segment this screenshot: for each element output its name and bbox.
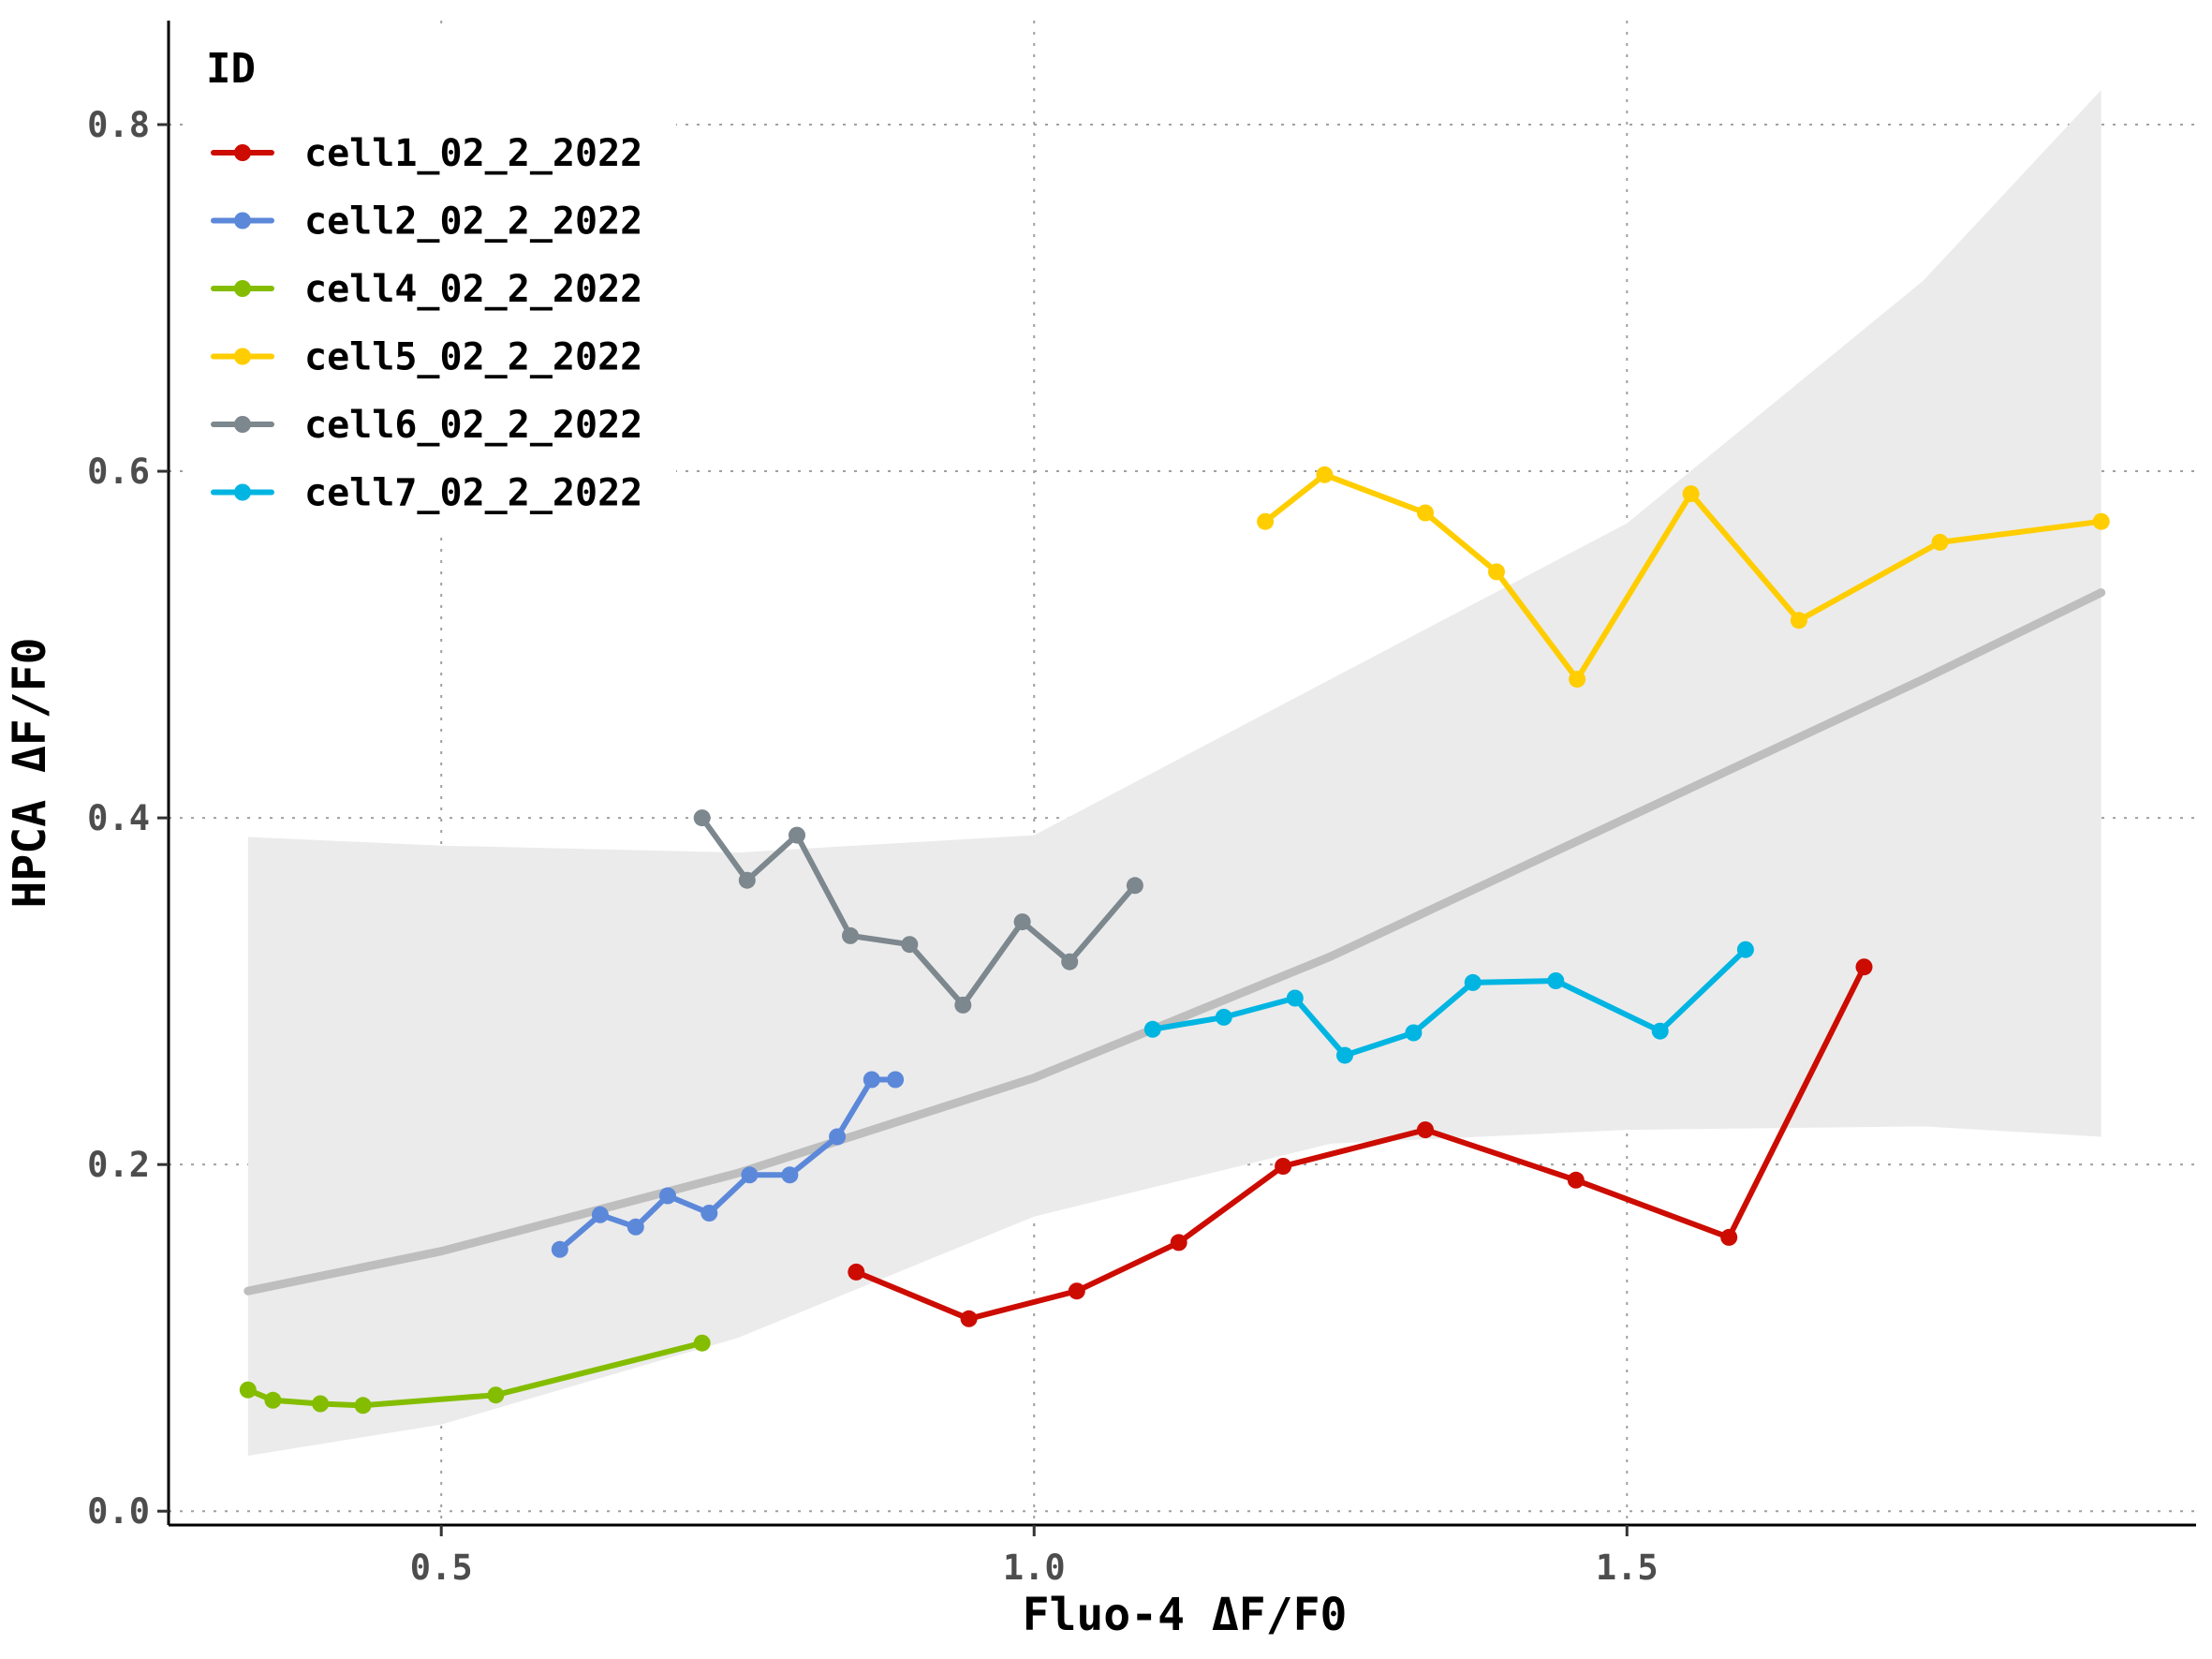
data-point	[1855, 958, 1873, 976]
y-tick-label: 0.0	[87, 1491, 150, 1532]
x-tick-label: 1.0	[1003, 1548, 1066, 1588]
data-point	[1417, 1121, 1434, 1139]
data-point	[1061, 953, 1079, 970]
y-axis-title: HPCA ΔF/F0	[4, 638, 56, 909]
axes	[157, 21, 2196, 1536]
data-point	[842, 926, 859, 944]
legend-key-point	[234, 483, 251, 501]
data-point	[954, 996, 972, 1014]
data-point	[551, 1240, 568, 1258]
data-point	[1569, 671, 1586, 689]
series-layer	[239, 466, 2110, 1415]
data-point	[1126, 877, 1143, 895]
x-axis-title: Fluo-4 ΔF/F0	[1023, 1589, 1348, 1641]
data-point	[789, 826, 805, 844]
data-point	[1488, 563, 1505, 581]
data-point	[700, 1205, 718, 1222]
legend-item: cell4_02_2_2022	[211, 268, 642, 311]
data-point	[1170, 1234, 1187, 1252]
data-point	[591, 1206, 609, 1223]
series-cell5_02_2_2022	[1257, 466, 2110, 689]
legend-item: cell6_02_2_2022	[211, 404, 642, 447]
data-point	[627, 1218, 644, 1236]
data-point	[848, 1263, 865, 1281]
legend-key-point	[234, 280, 251, 297]
legend-key-point	[234, 144, 251, 161]
y-tick-label: 0.6	[87, 452, 150, 492]
data-point	[659, 1187, 676, 1205]
data-point	[741, 1166, 759, 1184]
legend-label: cell7_02_2_2022	[304, 472, 642, 515]
confidence-band	[247, 90, 2101, 1456]
data-point	[354, 1397, 372, 1415]
fit-curve	[243, 588, 2106, 1296]
data-point	[901, 936, 919, 954]
tick-labels: 0.5 1.0 1.5 0.0 0.2 0.4 0.6 0.8	[87, 105, 1659, 1588]
data-point	[1720, 1228, 1738, 1246]
data-point	[1336, 1046, 1353, 1064]
legend-label: cell5_02_2_2022	[304, 336, 642, 379]
legend-label: cell1_02_2_2022	[304, 132, 642, 175]
legend-label: cell2_02_2_2022	[304, 200, 642, 244]
legend-item: cell5_02_2_2022	[211, 336, 642, 379]
x-tick-label: 1.5	[1596, 1548, 1659, 1588]
data-point	[1931, 533, 1949, 551]
confidence-band-area	[247, 90, 2101, 1456]
x-tick-label: 0.5	[410, 1548, 473, 1588]
series-cell6_02_2_2022	[693, 809, 1143, 1014]
legend-label: cell4_02_2_2022	[304, 268, 642, 311]
legend-key-point	[234, 416, 251, 433]
data-point	[1068, 1282, 1085, 1300]
series-cell1_02_2_2022	[848, 958, 1873, 1327]
legend-item: cell1_02_2_2022	[211, 132, 642, 175]
data-point	[693, 1334, 711, 1352]
data-point	[2092, 512, 2110, 530]
series-cell2_02_2_2022	[551, 1071, 905, 1258]
series-cell7_02_2_2022	[1143, 941, 1754, 1064]
y-tick-label: 0.2	[87, 1145, 150, 1185]
fit-line	[243, 588, 2106, 1296]
data-point	[781, 1166, 799, 1184]
data-point	[239, 1381, 257, 1399]
data-point	[1257, 512, 1275, 530]
data-point	[887, 1071, 905, 1089]
data-point	[1567, 1171, 1585, 1189]
data-point	[1316, 466, 1334, 483]
legend-key-point	[234, 212, 251, 230]
data-point	[264, 1391, 282, 1409]
legend: cell1_02_2_2022 cell2_02_2_2022 cell4_02_2…	[211, 132, 642, 515]
data-point	[487, 1386, 505, 1404]
data-point	[1417, 504, 1434, 522]
data-point	[1651, 1022, 1669, 1040]
series-line-1	[556, 1076, 899, 1252]
data-point	[1682, 485, 1700, 503]
legend-background	[189, 28, 676, 529]
data-point	[1286, 989, 1304, 1007]
data-point	[1275, 1158, 1292, 1175]
legend-item: cell7_02_2_2022	[211, 472, 642, 515]
data-point	[1736, 941, 1754, 958]
data-point	[829, 1128, 847, 1146]
legend-key-point	[234, 348, 251, 365]
data-point	[1790, 612, 1807, 630]
data-point	[1405, 1024, 1423, 1042]
legend-label: cell6_02_2_2022	[304, 404, 642, 447]
legend-item: cell2_02_2_2022	[211, 200, 642, 244]
data-point	[960, 1310, 978, 1327]
data-point	[1013, 913, 1031, 931]
series-cell4_02_2_2022	[239, 1334, 711, 1415]
data-point	[1464, 973, 1482, 991]
data-point	[312, 1395, 330, 1413]
data-point	[738, 871, 756, 889]
data-point	[863, 1071, 880, 1089]
data-point	[1143, 1020, 1161, 1038]
data-point	[693, 809, 711, 827]
y-tick-label: 0.4	[87, 798, 150, 838]
data-point	[1547, 972, 1565, 989]
legend-title: ID	[206, 45, 256, 93]
y-tick-label: 0.8	[87, 105, 150, 145]
data-point	[1215, 1008, 1232, 1026]
